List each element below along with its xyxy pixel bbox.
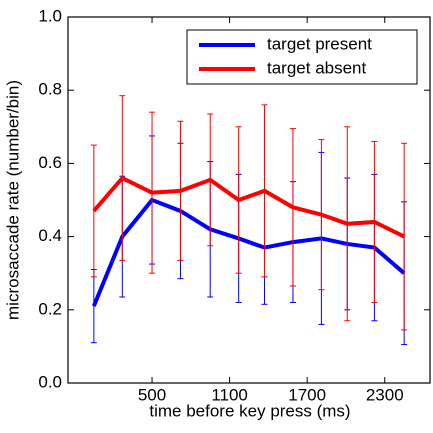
x-tick-label: 500 — [138, 385, 166, 404]
y-axis-label: microsaccade rate (number/bin) — [3, 80, 22, 320]
legend-box — [186, 29, 418, 85]
legend-label: target present — [267, 34, 372, 53]
line — [92, 197, 406, 307]
y-tick-label: 0.2 — [38, 299, 62, 318]
x-axis-label: time before key press (ms) — [149, 401, 350, 420]
y-tick-label: 1.0 — [38, 6, 62, 25]
legend-label: target absent — [267, 58, 367, 77]
line — [92, 175, 406, 239]
y-tick-label: 0.4 — [38, 226, 62, 245]
x-tick-label: 2300 — [366, 385, 404, 404]
y-tick-label: 0.6 — [38, 153, 62, 172]
plot-frame — [67, 16, 431, 384]
x-tick-label: 1100 — [211, 385, 248, 404]
y-tick-label: 0.0 — [38, 372, 62, 391]
x-tick-label: 1700 — [288, 385, 326, 404]
y-tick-label: 0.8 — [38, 80, 62, 99]
